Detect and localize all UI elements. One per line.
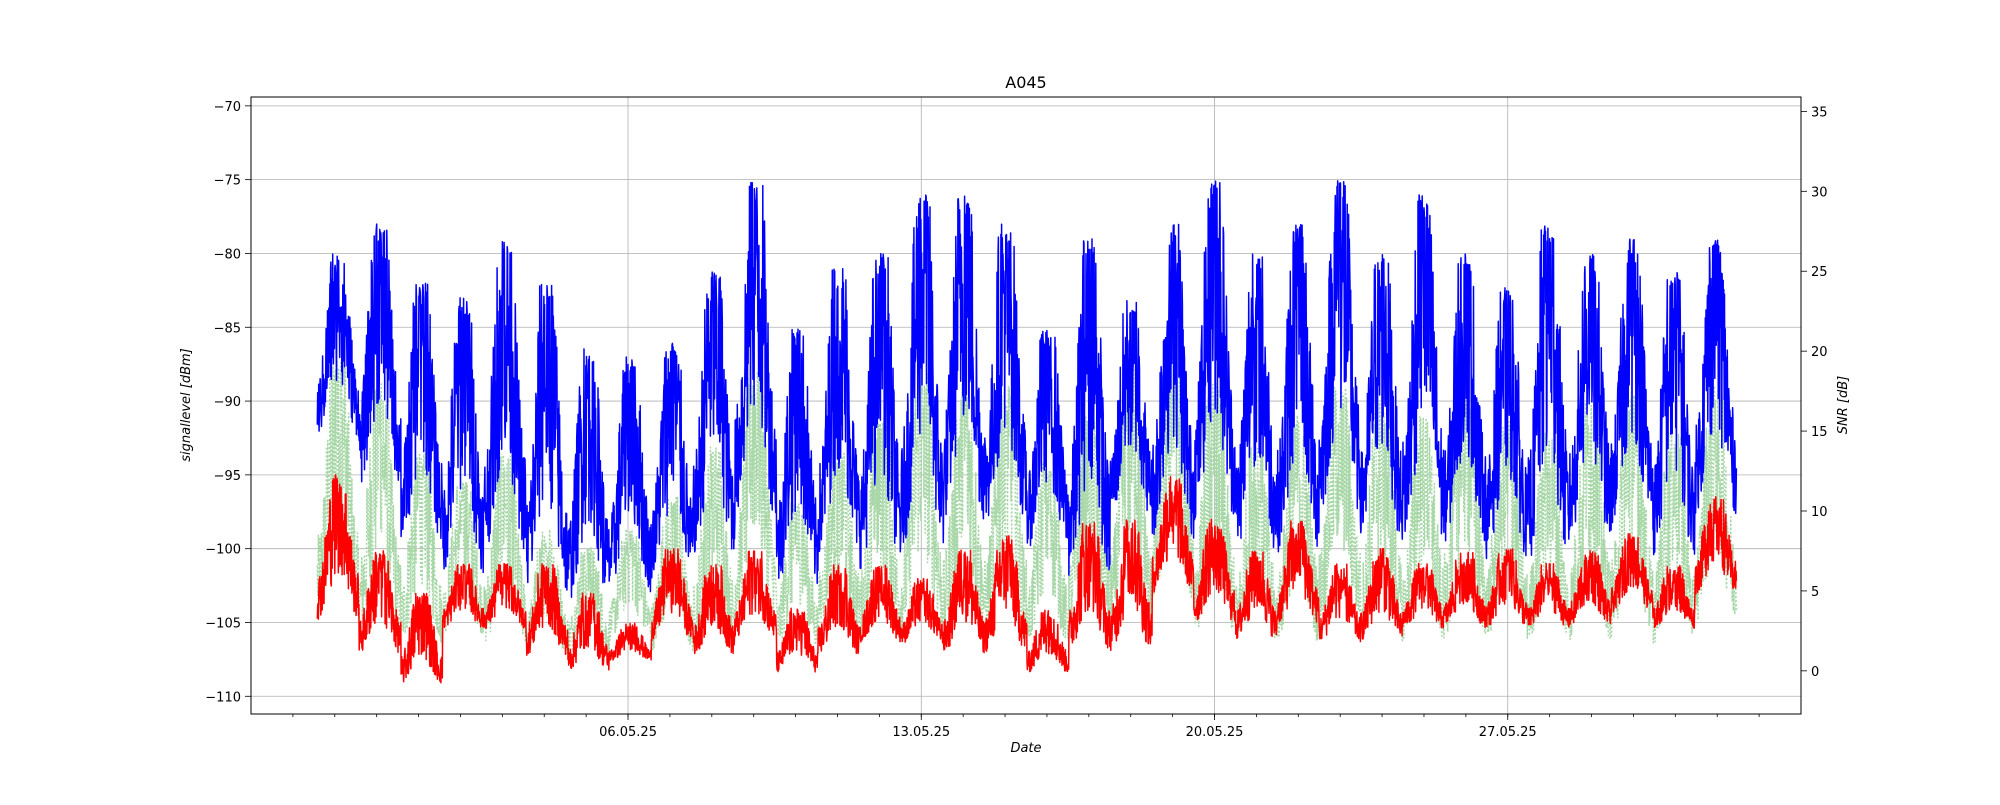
y-axis-left-label: signallevel [dBm] (179, 348, 194, 461)
y-axis-left: −70 −75 −80 −85 −90 −95 −100 −105 −110 (205, 100, 251, 705)
y-right-tick-label: 30 (1811, 185, 1828, 200)
y-left-tick-label: −100 (205, 543, 241, 558)
y-left-tick-label: −85 (214, 321, 241, 336)
y-axis-right-label: SNR [dB] (1836, 376, 1851, 434)
y-axis-right: 35 30 25 20 15 10 5 0 (1801, 105, 1828, 680)
y-left-tick-label: −80 (214, 247, 241, 262)
y-left-tick-label: −70 (214, 100, 241, 115)
y-left-tick-label: −95 (214, 469, 241, 484)
y-right-tick-label: 20 (1811, 345, 1828, 360)
y-left-tick-label: −90 (214, 395, 241, 410)
y-right-tick-label: 5 (1811, 585, 1819, 600)
x-axis-label: Date (1010, 741, 1041, 756)
y-right-tick-label: 25 (1811, 265, 1828, 280)
y-right-tick-label: 0 (1811, 665, 1819, 680)
y-right-tick-label: 35 (1811, 105, 1828, 120)
y-left-tick-label: −110 (205, 690, 241, 705)
series-line-1 (316, 474, 1738, 684)
series-layer (316, 180, 1738, 684)
x-tick-label: 20.05.25 (1186, 725, 1244, 740)
x-tick-label: 06.05.25 (599, 725, 657, 740)
x-tick-label: 13.05.25 (892, 725, 950, 740)
y-right-tick-label: 15 (1811, 425, 1828, 440)
plot-frame (250, 96, 1802, 715)
x-axis: 06.05.25 13.05.25 20.05.25 27.05.25 (292, 714, 1760, 740)
y-right-tick-label: 10 (1811, 505, 1828, 520)
y-left-tick-label: −75 (214, 174, 241, 189)
y-left-tick-label: −105 (205, 616, 241, 631)
series-line-0 (316, 180, 1738, 599)
x-tick-label: 27.05.25 (1479, 725, 1537, 740)
chart-title: A045 (1005, 73, 1046, 92)
